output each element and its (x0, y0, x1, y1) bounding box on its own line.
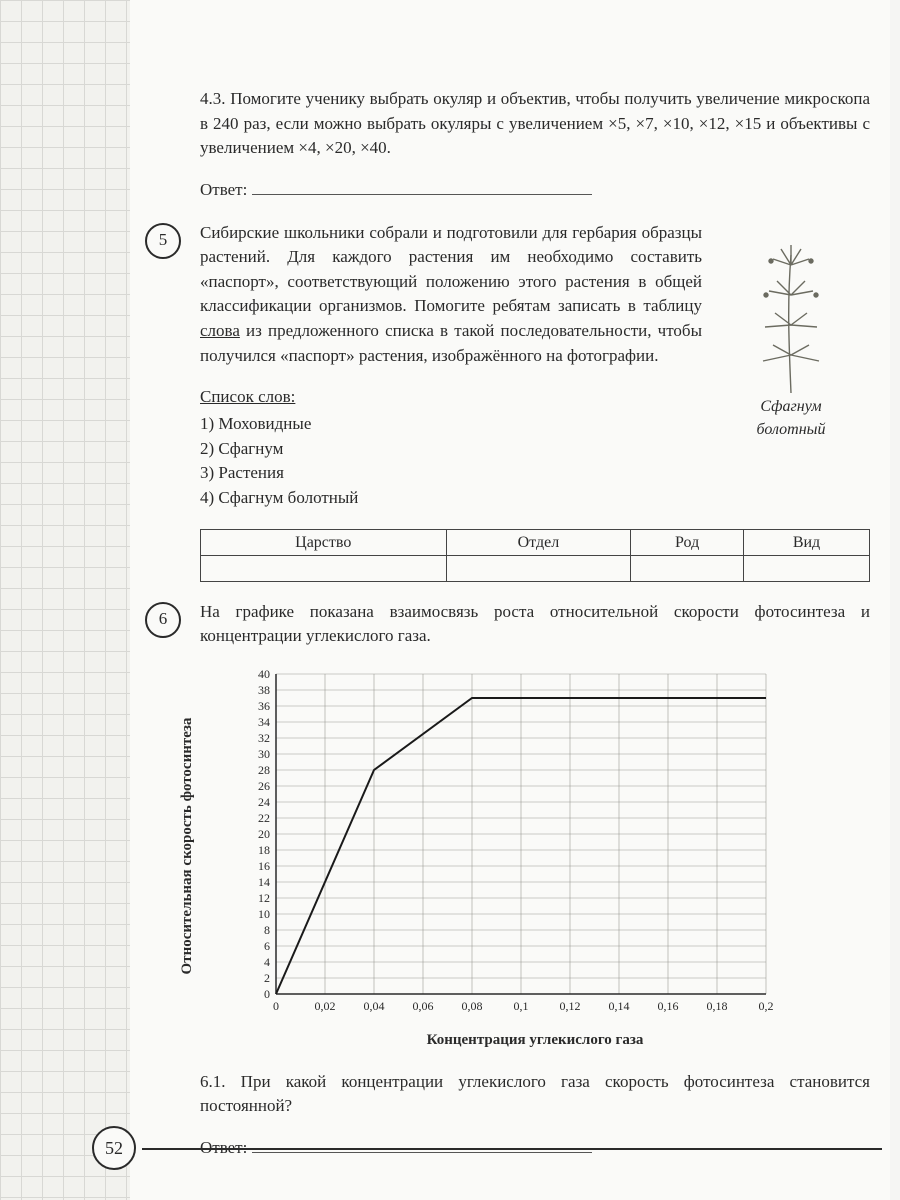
svg-text:28: 28 (258, 763, 270, 777)
svg-text:2: 2 (264, 971, 270, 985)
q5-text-2: из предложенного списка в такой последов… (200, 321, 702, 365)
plant-caption-1: Сфагнум (716, 395, 866, 418)
svg-text:0,18: 0,18 (707, 999, 728, 1013)
td-division[interactable] (446, 555, 631, 581)
td-species[interactable] (744, 555, 870, 581)
answer-blank[interactable] (252, 181, 592, 195)
q43-body: Помогите ученику выбрать окуляр и объект… (200, 89, 870, 157)
classification-table: Царство Отдел Род Вид (200, 529, 870, 582)
svg-text:40: 40 (258, 667, 270, 681)
svg-text:4: 4 (264, 955, 270, 969)
graph-paper-margin (0, 0, 130, 1200)
answer-blank[interactable] (252, 1139, 592, 1153)
q43-text: 4.3. Помогите ученику выбрать окуляр и о… (200, 87, 870, 161)
svg-text:20: 20 (258, 827, 270, 841)
th-kingdom: Царство (201, 529, 447, 555)
sphagnum-icon (721, 225, 861, 395)
svg-text:0,04: 0,04 (364, 999, 385, 1013)
td-genus[interactable] (631, 555, 744, 581)
svg-text:18: 18 (258, 843, 270, 857)
answer-label: Ответ: (200, 180, 247, 199)
q6-text: На графике показана взаимосвязь роста от… (200, 600, 870, 649)
svg-text:14: 14 (258, 875, 270, 889)
page-number: 52 (92, 1126, 136, 1170)
th-genus: Род (631, 529, 744, 555)
svg-text:8: 8 (264, 923, 270, 937)
svg-text:38: 38 (258, 683, 270, 697)
svg-text:0,14: 0,14 (609, 999, 630, 1013)
svg-text:0,1: 0,1 (514, 999, 529, 1013)
word-list-item: 3) Растения (200, 461, 870, 486)
svg-text:0,02: 0,02 (315, 999, 336, 1013)
th-species: Вид (744, 529, 870, 555)
word-list-item: 4) Сфагнум болотный (200, 486, 870, 511)
chart-xlabel: Концентрация углекислого газа (200, 1030, 870, 1052)
svg-text:0: 0 (264, 987, 270, 1001)
question-6: 6 На графике показана взаимосвязь роста … (200, 600, 870, 1052)
q61-body: При какой концентрации углекислого газа … (200, 1072, 870, 1116)
svg-text:22: 22 (258, 811, 270, 825)
table-row: Царство Отдел Род Вид (201, 529, 870, 555)
chart-ylabel: Относительная скорость фотосинтеза (177, 718, 199, 975)
line-chart: 024681012141618202224262830323436384000,… (230, 666, 790, 1026)
svg-text:0,2: 0,2 (759, 999, 774, 1013)
q61-text: 6.1. При какой концентрации углекислого … (200, 1070, 870, 1119)
svg-text:26: 26 (258, 779, 270, 793)
td-kingdom[interactable] (201, 555, 447, 581)
svg-text:32: 32 (258, 731, 270, 745)
table-row (201, 555, 870, 581)
qnum-5: 5 (145, 223, 181, 259)
svg-text:0,12: 0,12 (560, 999, 581, 1013)
question-5: 5 Сфагнум болотн (200, 221, 870, 582)
svg-text:16: 16 (258, 859, 270, 873)
svg-text:0: 0 (273, 999, 279, 1013)
q61-num: 6.1. (200, 1072, 226, 1091)
svg-text:0,06: 0,06 (413, 999, 434, 1013)
svg-text:36: 36 (258, 699, 270, 713)
svg-text:0,08: 0,08 (462, 999, 483, 1013)
question-4-3: 4.3. Помогите ученику выбрать окуляр и о… (200, 87, 870, 203)
page-content: 4.3. Помогите ученику выбрать окуляр и о… (130, 0, 890, 1200)
q5-text-underlined: слова (200, 321, 240, 340)
plant-caption-2: болотный (716, 418, 866, 441)
svg-text:0,16: 0,16 (658, 999, 679, 1013)
svg-text:30: 30 (258, 747, 270, 761)
q43-num: 4.3. (200, 89, 226, 108)
qnum-6: 6 (145, 602, 181, 638)
plant-figure: Сфагнум болотный (716, 225, 866, 441)
svg-text:6: 6 (264, 939, 270, 953)
q5-text-1: Сибирские школьники собрали и подготовил… (200, 223, 702, 316)
q43-answer-row: Ответ: (200, 178, 870, 203)
svg-text:10: 10 (258, 907, 270, 921)
chart-container: Относительная скорость фотосинтеза 02468… (230, 666, 790, 1026)
svg-text:34: 34 (258, 715, 270, 729)
svg-text:12: 12 (258, 891, 270, 905)
th-division: Отдел (446, 529, 631, 555)
svg-text:24: 24 (258, 795, 270, 809)
